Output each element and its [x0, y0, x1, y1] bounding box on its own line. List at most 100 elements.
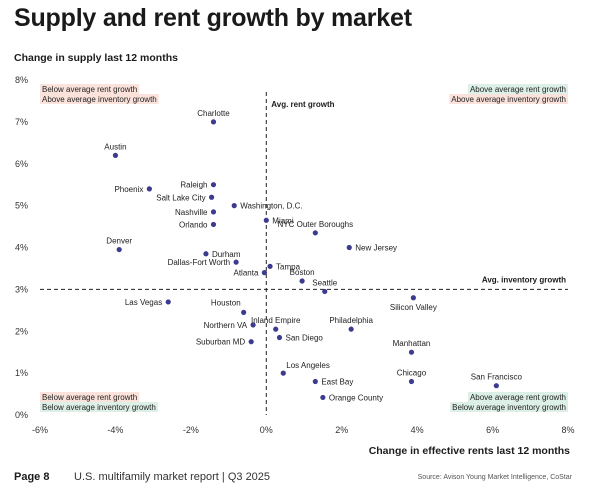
- data-point: [410, 295, 416, 301]
- city-label: San Francisco: [471, 373, 523, 382]
- x-axis-label: Change in effective rents last 12 months: [368, 445, 570, 457]
- city-label: Suburban MD: [196, 338, 246, 347]
- data-point: [146, 186, 152, 192]
- x-tick-label: 6%: [486, 425, 499, 435]
- city-label: Inland Empire: [251, 316, 301, 325]
- quadrant-label-top-left: Below average rent growth: [42, 85, 137, 94]
- city-label: Charlotte: [197, 109, 230, 118]
- data-point: [276, 334, 283, 341]
- city-label: New Jersey: [355, 244, 397, 253]
- data-point: [408, 378, 415, 385]
- data-point: [312, 230, 318, 236]
- data-point: [267, 263, 273, 269]
- footer-report-title: U.S. multifamily market report | Q3 2025: [74, 471, 271, 483]
- city-label: Washington, D.C.: [240, 202, 302, 211]
- footer-source: Source: Avison Young Market Intelligence…: [417, 474, 572, 481]
- data-point: [273, 326, 279, 332]
- x-tick-label: -4%: [107, 425, 123, 435]
- city-label: Los Angeles: [286, 361, 330, 370]
- quadrant-label-bg: [40, 84, 140, 94]
- data-point: [210, 209, 217, 215]
- data-point: [209, 194, 215, 200]
- data-point: [203, 251, 209, 257]
- x-tick-label: 8%: [561, 425, 574, 435]
- city-label: Atlanta: [233, 269, 258, 278]
- data-point: [263, 217, 269, 223]
- data-point: [210, 119, 217, 125]
- city-label: Seattle: [312, 278, 337, 287]
- quadrant-label-bottom-left: Below average inventory growth: [42, 403, 156, 412]
- data-point: [165, 299, 171, 305]
- data-point: [299, 278, 305, 284]
- city-label: Northern VA: [204, 321, 248, 330]
- quadrant-label-bg: [40, 392, 140, 402]
- data-point: [250, 322, 256, 328]
- data-point: [493, 383, 499, 389]
- quadrant-label-top-left: Above average inventory growth: [42, 95, 157, 104]
- quadrant-label-bg: [467, 392, 568, 402]
- city-label: Raleigh: [180, 181, 207, 190]
- data-point: [112, 152, 119, 158]
- city-label: Phoenix: [114, 185, 143, 194]
- data-point: [408, 349, 415, 355]
- data-point: [248, 339, 254, 345]
- quadrant-label-bg: [40, 94, 159, 104]
- data-point: [241, 309, 247, 316]
- quadrant-label-top-right: Above average inventory growth: [451, 95, 566, 104]
- x-tick-label: 4%: [411, 425, 424, 435]
- y-tick-label: 5%: [15, 201, 28, 211]
- city-label: Salt Lake City: [156, 193, 205, 202]
- city-label: Denver: [106, 237, 132, 246]
- city-label: Miami: [272, 216, 294, 225]
- quadrant-label-top-right: Above average rent growth: [470, 85, 566, 94]
- x-tick-label: -2%: [183, 425, 199, 435]
- y-axis-label: Change in supply last 12 months: [14, 52, 178, 64]
- city-label: Boston: [290, 268, 315, 277]
- city-label: East Bay: [321, 378, 353, 387]
- data-point: [312, 378, 318, 385]
- data-point: [346, 244, 352, 251]
- city-label: Houston: [211, 298, 241, 307]
- city-label: Austin: [104, 142, 126, 151]
- city-label: NYC Outer Boroughs: [278, 220, 354, 229]
- page-title: Supply and rent growth by market: [14, 4, 412, 32]
- quadrant-label-bottom-right: Above average rent growth: [470, 393, 566, 402]
- city-label: Dallas-Fort Worth: [168, 258, 231, 267]
- data-point: [348, 326, 354, 332]
- data-point: [280, 370, 286, 376]
- quadrant-label-bg: [449, 94, 568, 104]
- city-label: Chicago: [397, 369, 427, 378]
- city-label: Silicon Valley: [390, 303, 437, 312]
- y-tick-label: 2%: [15, 326, 28, 336]
- y-tick-label: 6%: [15, 159, 28, 169]
- data-point: [231, 203, 237, 209]
- data-point: [261, 270, 267, 276]
- y-tick-label: 1%: [15, 368, 28, 378]
- quadrant-label-bottom-right: Below average inventory growth: [452, 403, 566, 412]
- quadrant-label-bg: [467, 84, 568, 94]
- data-point: [210, 182, 217, 188]
- city-label: Philadelphia: [329, 316, 373, 325]
- y-tick-label: 3%: [15, 284, 28, 294]
- x-tick-label: 0%: [260, 425, 273, 435]
- city-label: Tampa: [276, 262, 301, 271]
- city-label: Nashville: [175, 208, 208, 217]
- data-point: [233, 259, 239, 265]
- data-point: [210, 221, 217, 228]
- data-point: [116, 246, 122, 253]
- city-label: Durham: [212, 250, 241, 259]
- quadrant-label-bottom-left: Below average rent growth: [42, 393, 137, 402]
- data-point: [322, 288, 328, 295]
- avg-rent-growth-label: Avg. rent growth: [271, 100, 334, 109]
- x-tick-label: 2%: [335, 425, 348, 435]
- footer-page-number: Page 8: [14, 471, 50, 483]
- y-tick-label: 8%: [15, 75, 28, 85]
- y-tick-label: 4%: [15, 243, 28, 253]
- quadrant-label-bg: [40, 402, 158, 412]
- city-label: San Diego: [285, 334, 323, 343]
- data-point: [320, 394, 326, 401]
- quadrant-label-bg: [450, 402, 568, 412]
- x-tick-label: -6%: [32, 425, 48, 435]
- city-label: Manhattan: [393, 339, 431, 348]
- city-label: Orlando: [179, 220, 208, 229]
